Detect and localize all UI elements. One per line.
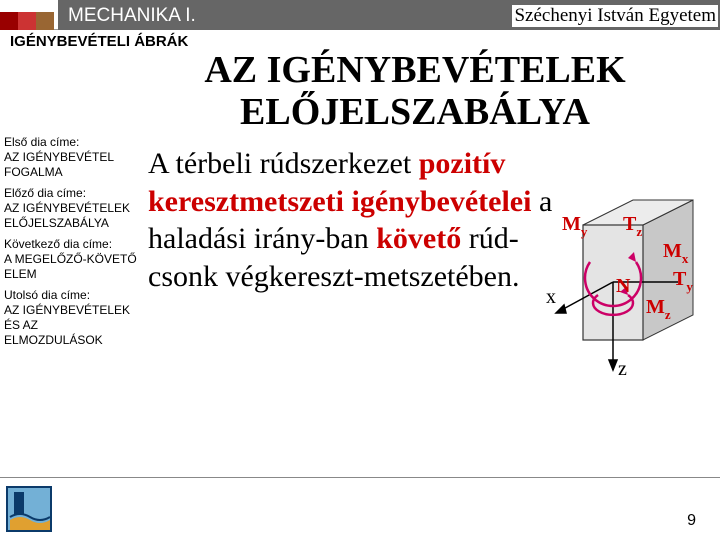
nav-next: Következő dia címe: A MEGELŐZŐ-KÖVETŐ EL… <box>4 237 139 282</box>
slide-header: MECHANIKA I. Széchenyi István Egyetem <box>0 0 720 30</box>
university-name: Széchenyi István Egyetem <box>512 5 718 27</box>
axis-z-label: z <box>618 358 627 380</box>
body-keyword: követő <box>376 222 461 255</box>
nav-label: Utolsó dia címe: <box>4 288 139 303</box>
university-logo-icon <box>6 486 52 532</box>
nav-value: AZ IGÉNYBEVÉTEL FOGALMA <box>4 150 139 180</box>
body-text-run: A térbeli rúdszerkezet <box>148 147 419 180</box>
nav-label: Első dia címe: <box>4 135 139 150</box>
slide-nav-info: Első dia címe: AZ IGÉNYBEVÉTEL FOGALMA E… <box>4 135 139 354</box>
slide-title: AZ IGÉNYBEVÉTELEK ELŐJELSZABÁLYA <box>120 50 710 134</box>
course-title: MECHANIKA I. <box>60 4 210 28</box>
diagram-svg: My Tz Mx Ty N Mz x z <box>528 195 708 385</box>
header-accent <box>0 12 55 30</box>
nav-first: Első dia címe: AZ IGÉNYBEVÉTEL FOGALMA <box>4 135 139 180</box>
nav-last: Utolsó dia címe: AZ IGÉNYBEVÉTELEK ÉS AZ… <box>4 288 139 348</box>
nav-value: AZ IGÉNYBEVÉTELEK ÉS AZ ELMOZDULÁSOK <box>4 303 139 348</box>
label-N: N <box>616 275 631 297</box>
accent-square <box>18 12 36 30</box>
nav-label: Következő dia címe: <box>4 237 139 252</box>
footer-divider <box>0 477 720 478</box>
accent-square <box>0 12 18 30</box>
nav-value: AZ IGÉNYBEVÉTELEK ELŐJELSZABÁLYA <box>4 201 139 231</box>
section-forces-diagram: My Tz Mx Ty N Mz x z <box>528 195 708 385</box>
chapter-title: IGÉNYBEVÉTELI ÁBRÁK <box>10 33 188 50</box>
body-text: A térbeli rúdszerkezet pozitív keresztme… <box>148 145 578 295</box>
axis-x-label: x <box>546 286 556 308</box>
page-number: 9 <box>687 512 696 530</box>
accent-square <box>36 12 54 30</box>
nav-label: Előző dia címe: <box>4 186 139 201</box>
label-My: My <box>562 213 588 239</box>
nav-prev: Előző dia címe: AZ IGÉNYBEVÉTELEK ELŐJEL… <box>4 186 139 231</box>
nav-value: A MEGELŐZŐ-KÖVETŐ ELEM <box>4 252 139 282</box>
